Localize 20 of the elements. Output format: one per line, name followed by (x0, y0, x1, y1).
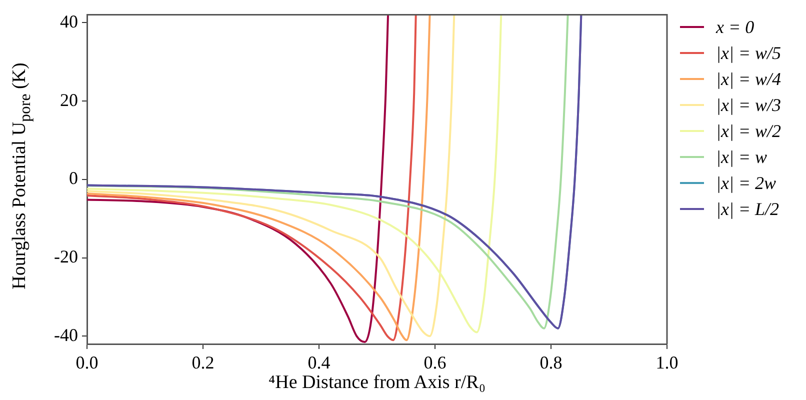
legend-label: |x| = w/3 (716, 94, 782, 116)
x-tick-label: 0.8 (540, 352, 562, 373)
legend-label: |x| = L/2 (716, 198, 780, 220)
x-tick-label: 0.4 (308, 352, 330, 373)
legend-label: |x| = 2w (716, 172, 776, 194)
x-axis-title: ⁴He Distance from Axis r/R₀ (268, 372, 486, 394)
legend-label: |x| = w/5 (716, 42, 782, 64)
legend-label: |x| = w/4 (716, 68, 782, 90)
legend-label: x = 0 (716, 16, 754, 38)
y-tick-label: 0 (69, 168, 78, 188)
x-tick-label: 1.0 (656, 352, 678, 373)
x-tick-label: 0.2 (192, 352, 214, 373)
y-tick-label: 40 (60, 11, 78, 32)
y-tick-label: -20 (54, 246, 78, 267)
legend-label: |x| = w (716, 146, 768, 168)
x-tick-label: 0.6 (424, 352, 446, 373)
x-tick-label: 0.0 (76, 352, 98, 373)
legend-label: |x| = w/2 (716, 120, 782, 142)
y-tick-label: 20 (60, 90, 78, 110)
y-tick-label: -40 (54, 324, 78, 345)
